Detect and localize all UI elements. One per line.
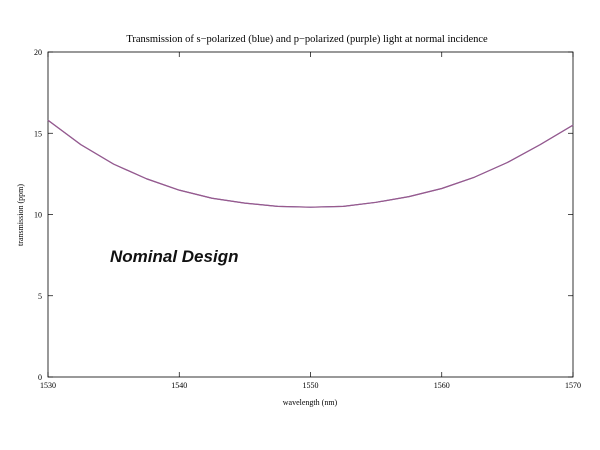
series-line-s-polarized <box>47 119 574 208</box>
nominal-design-annotation: Nominal Design <box>110 247 238 266</box>
x-tick-label: 1530 <box>40 381 56 390</box>
x-tick-label: 1540 <box>171 381 187 390</box>
chart-title: Transmission of s−polarized (blue) and p… <box>126 34 488 45</box>
series-group <box>47 119 574 208</box>
x-axis-label: wavelength (nm) <box>283 398 338 407</box>
y-tick-label: 5 <box>38 292 42 301</box>
y-tick-label: 15 <box>34 129 42 138</box>
x-axis-ticks: 1530 1540 1550 1560 1570 <box>40 52 581 390</box>
plot-frame <box>47 51 574 378</box>
y-tick-label: 10 <box>34 211 42 220</box>
x-tick-label: 1550 <box>303 381 319 390</box>
y-axis-label: transmission (ppm) <box>16 184 25 246</box>
y-tick-label: 0 <box>38 373 42 382</box>
x-tick-label: 1560 <box>434 381 450 390</box>
y-axis-ticks: 0 5 10 15 20 <box>34 48 573 382</box>
series-line-p-polarized <box>47 119 574 208</box>
x-tick-label: 1570 <box>565 381 581 390</box>
y-tick-label: 20 <box>34 48 42 57</box>
